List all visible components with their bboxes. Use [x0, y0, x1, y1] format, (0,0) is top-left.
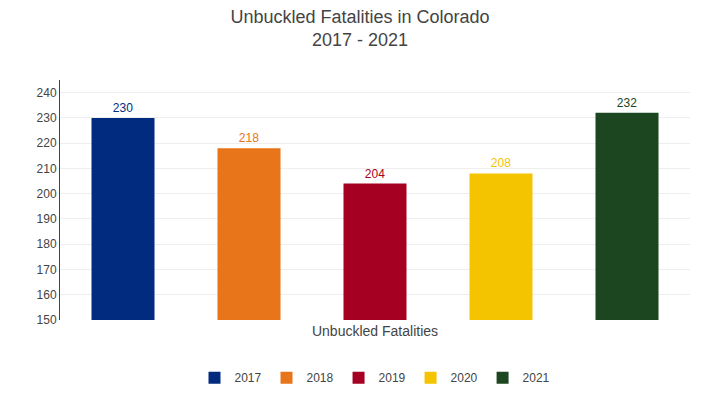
svg-text:180: 180: [37, 237, 57, 251]
svg-text:170: 170: [37, 263, 57, 277]
svg-text:204: 204: [365, 167, 385, 181]
svg-text:232: 232: [617, 96, 637, 110]
svg-text:208: 208: [491, 156, 511, 170]
svg-text:220: 220: [37, 136, 57, 150]
svg-text:2017: 2017: [235, 371, 262, 385]
svg-text:230: 230: [113, 101, 133, 115]
svg-text:190: 190: [37, 212, 57, 226]
svg-text:200: 200: [37, 187, 57, 201]
svg-text:160: 160: [37, 288, 57, 302]
svg-text:2019: 2019: [379, 371, 406, 385]
svg-text:2021: 2021: [523, 371, 550, 385]
svg-text:230: 230: [37, 111, 57, 125]
svg-text:210: 210: [37, 162, 57, 176]
svg-text:218: 218: [239, 131, 259, 145]
svg-text:Unbuckled Fatalities: Unbuckled Fatalities: [312, 323, 438, 339]
svg-text:Unbuckled Fatalities in Colora: Unbuckled Fatalities in Colorado2017 - 2…: [230, 7, 489, 50]
svg-text:2020: 2020: [451, 371, 478, 385]
svg-text:2018: 2018: [307, 371, 334, 385]
svg-text:150: 150: [37, 313, 57, 327]
svg-text:240: 240: [37, 86, 57, 100]
